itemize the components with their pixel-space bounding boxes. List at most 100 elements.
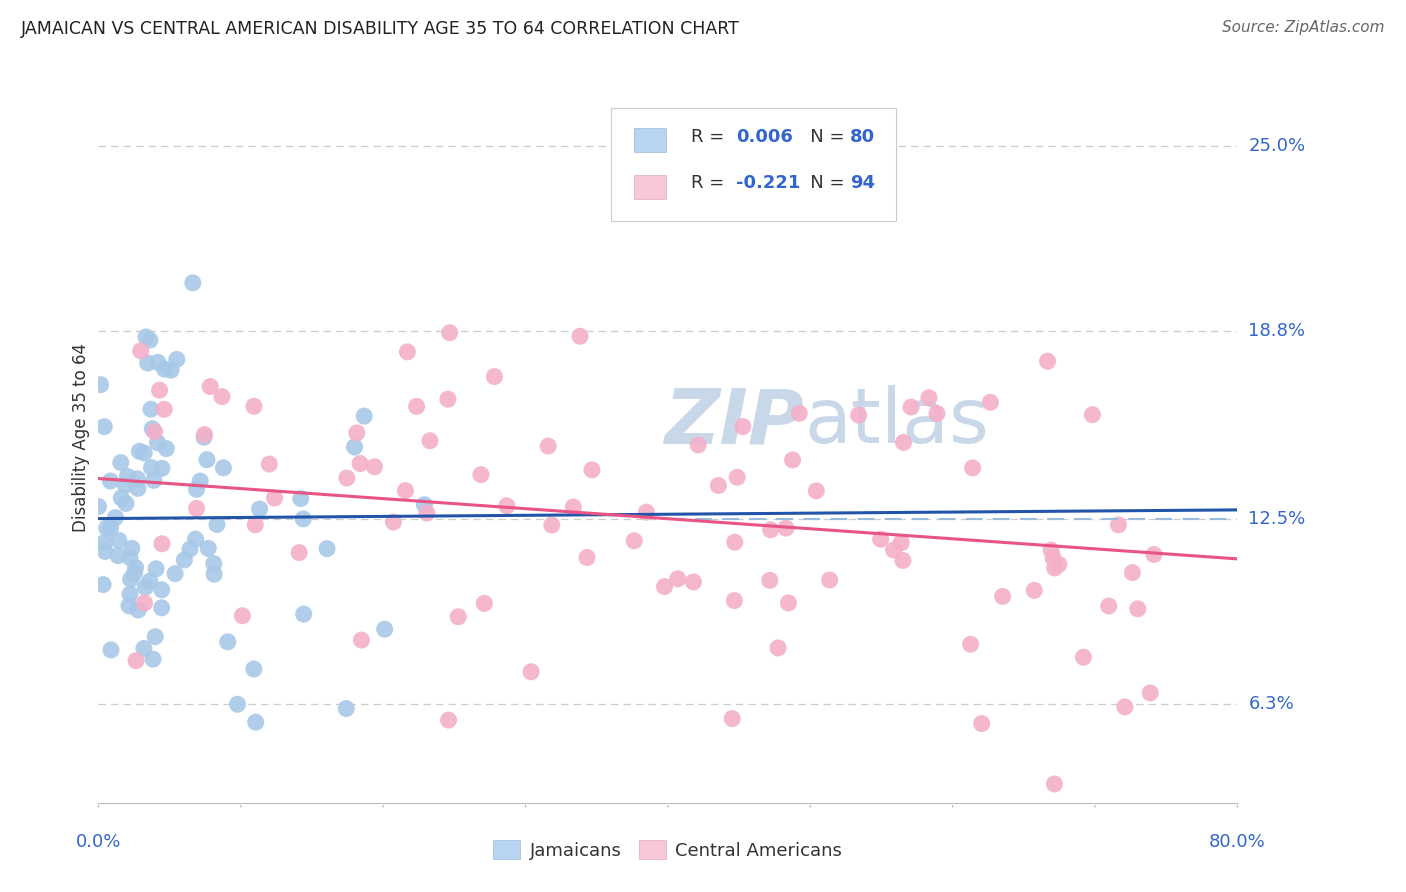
Point [569, 329, 592, 343]
Point [890, 535, 912, 549]
Point [114, 478, 136, 492]
Point [127, 603, 149, 617]
Point [160, 363, 183, 377]
Point [495, 499, 517, 513]
Point [437, 392, 460, 406]
Point [1043, 777, 1066, 791]
Point [245, 517, 267, 532]
Point [100, 521, 122, 535]
Point [353, 409, 375, 423]
Point [134, 446, 156, 460]
Point [153, 402, 176, 417]
Point [93, 419, 115, 434]
Point [153, 362, 176, 376]
Point [1107, 517, 1129, 532]
Point [666, 572, 689, 586]
Point [150, 461, 173, 475]
Point [155, 442, 177, 456]
Point [141, 422, 163, 436]
Point [962, 461, 984, 475]
Point [290, 491, 312, 506]
Point [1098, 599, 1121, 613]
Point [249, 502, 271, 516]
Point [193, 427, 215, 442]
Point [150, 537, 173, 551]
Point [148, 383, 170, 397]
Point [217, 635, 239, 649]
Point [1073, 650, 1095, 665]
Point [775, 521, 797, 535]
Point [1121, 566, 1143, 580]
Point [108, 533, 131, 548]
Point [1047, 558, 1070, 572]
Legend: Jamaicans, Central Americans: Jamaicans, Central Americans [486, 833, 849, 867]
Point [166, 352, 188, 367]
Point [202, 567, 225, 582]
Point [193, 430, 215, 444]
Point [419, 434, 441, 448]
Text: 12.5%: 12.5% [1249, 510, 1306, 528]
Point [245, 715, 267, 730]
Point [394, 483, 416, 498]
Point [263, 491, 285, 505]
Point [143, 630, 166, 644]
Point [405, 400, 427, 414]
Point [979, 395, 1001, 409]
Text: -0.221: -0.221 [737, 174, 800, 192]
Point [136, 356, 159, 370]
Point [900, 400, 922, 414]
Point [128, 444, 150, 458]
Point [139, 333, 162, 347]
Point [623, 533, 645, 548]
Point [292, 607, 315, 621]
Point [470, 467, 492, 482]
Text: 0.0%: 0.0% [76, 833, 121, 851]
Point [100, 474, 122, 488]
Point [127, 472, 149, 486]
Point [316, 541, 339, 556]
Point [141, 460, 163, 475]
Point [335, 701, 357, 715]
Point [94, 535, 117, 549]
Point [142, 474, 165, 488]
Point [759, 574, 782, 588]
Point [818, 573, 841, 587]
Point [782, 453, 804, 467]
Point [179, 542, 201, 557]
Point [363, 459, 385, 474]
Point [1043, 561, 1066, 575]
Point [374, 622, 396, 636]
Point [759, 523, 782, 537]
Point [139, 402, 162, 417]
Point [562, 500, 585, 514]
Text: 18.8%: 18.8% [1249, 322, 1305, 340]
Point [413, 498, 436, 512]
Point [1126, 602, 1149, 616]
Point [654, 580, 676, 594]
Point [1040, 543, 1063, 558]
Point [132, 641, 155, 656]
Point [636, 505, 658, 519]
Point [778, 596, 800, 610]
Point [87, 500, 110, 514]
Point [125, 654, 148, 668]
Point [484, 369, 506, 384]
Point [165, 566, 187, 581]
Point [94, 544, 117, 558]
Point [107, 549, 129, 563]
Point [350, 633, 373, 648]
Point [150, 582, 173, 597]
Point [537, 439, 560, 453]
Point [184, 532, 207, 546]
Point [343, 440, 366, 454]
Point [688, 438, 710, 452]
Point [202, 557, 225, 571]
Point [145, 562, 167, 576]
Point [925, 406, 948, 420]
Point [173, 553, 195, 567]
Point [682, 574, 704, 589]
FancyBboxPatch shape [612, 108, 896, 221]
Point [134, 596, 156, 610]
Point [96, 521, 118, 535]
Point [110, 491, 132, 505]
